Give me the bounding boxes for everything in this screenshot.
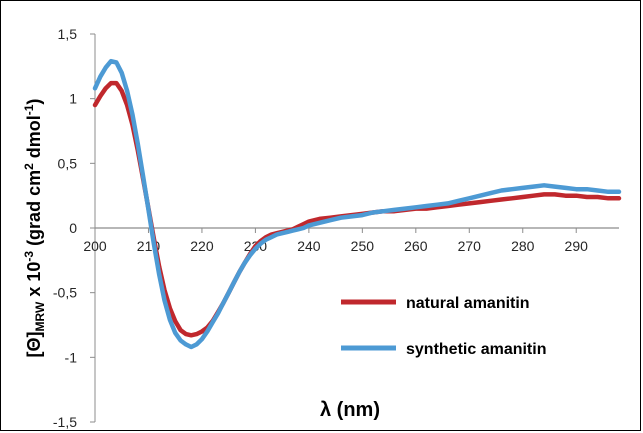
- y-tick-label: -1,5: [53, 414, 77, 430]
- x-tick-label: 260: [404, 238, 428, 254]
- y-tick-label: 1: [69, 91, 77, 107]
- y-axis: 1,5 1 0,5 0 -0,5 -1 -1,5: [53, 26, 96, 430]
- y-tick-label: 0: [69, 220, 77, 236]
- legend: natural amanitin synthetic amanitin: [341, 295, 546, 358]
- x-axis: 200 210 220 230 240 250 260 270 280 290: [83, 227, 619, 254]
- y-tick-label: -1: [65, 349, 78, 365]
- x-tick-label: 200: [83, 238, 107, 254]
- x-tick-label: 250: [351, 238, 375, 254]
- x-axis-title: λ (nm): [320, 399, 380, 421]
- y-tick-label: -0,5: [53, 285, 77, 301]
- series-line-natural: [92, 80, 622, 338]
- y-axis-title: [Θ]MRW x 10-3 (grad cm2 dmol-1): [22, 99, 47, 358]
- series-line-synthetic: [92, 58, 622, 350]
- x-tick-label: 220: [190, 238, 214, 254]
- y-tick-label: 0,5: [58, 155, 78, 171]
- x-tick-label: 290: [565, 238, 589, 254]
- x-tick-label: 280: [511, 238, 535, 254]
- legend-label-natural: natural amanitin: [406, 295, 530, 312]
- x-tick-label: 240: [297, 238, 321, 254]
- y-tick-label: 1,5: [58, 26, 78, 42]
- data-series: [92, 58, 622, 350]
- legend-label-synthetic: synthetic amanitin: [406, 341, 546, 358]
- x-tick-label: 270: [458, 238, 482, 254]
